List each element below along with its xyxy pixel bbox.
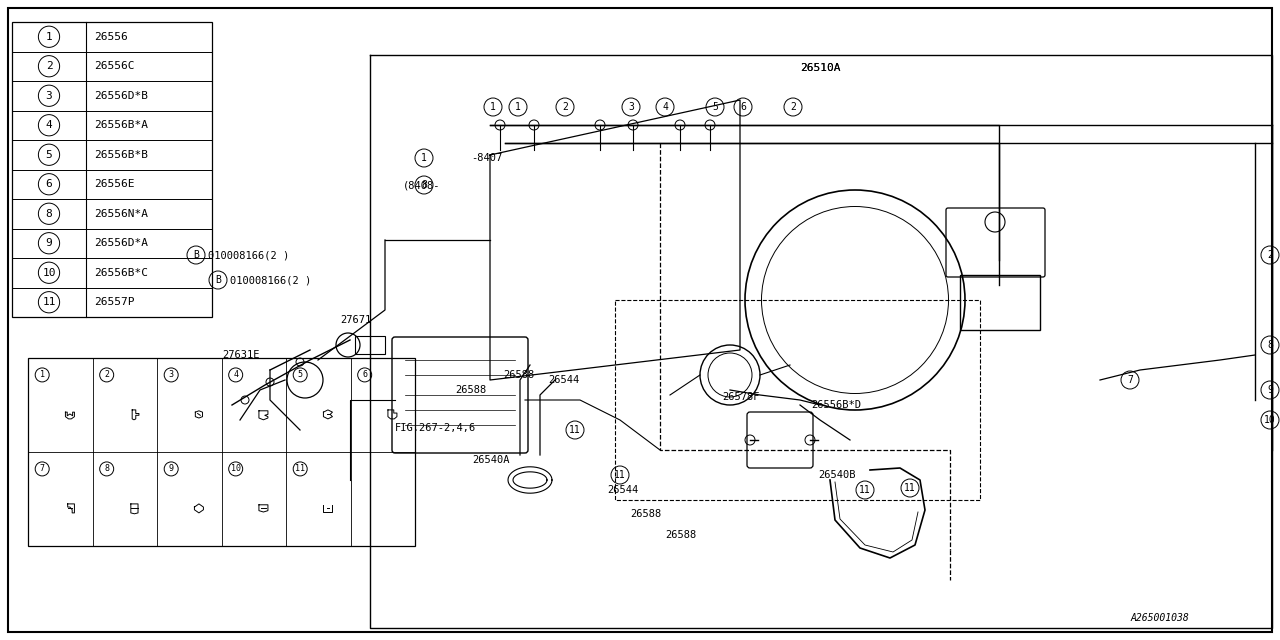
Text: 9: 9	[1267, 385, 1272, 395]
Text: 5: 5	[46, 150, 52, 160]
Text: -8407: -8407	[471, 153, 502, 163]
Text: 5: 5	[298, 371, 302, 380]
Text: 7: 7	[1128, 375, 1133, 385]
Text: 26540B: 26540B	[818, 470, 855, 480]
Text: 26544: 26544	[607, 485, 639, 495]
Text: FIG.267-2,4,6: FIG.267-2,4,6	[396, 423, 476, 433]
Text: 26556B*B: 26556B*B	[93, 150, 148, 160]
Text: 9: 9	[169, 465, 174, 474]
Text: 010008166(2 ): 010008166(2 )	[209, 250, 289, 260]
Text: 010008166(2 ): 010008166(2 )	[230, 275, 311, 285]
Text: 26540A: 26540A	[472, 455, 509, 465]
Text: 1: 1	[40, 371, 45, 380]
Text: 4: 4	[46, 120, 52, 131]
Text: 26556E: 26556E	[93, 179, 134, 189]
Text: 11: 11	[614, 470, 626, 480]
Text: 26556: 26556	[93, 32, 128, 42]
Text: 26588: 26588	[503, 370, 534, 380]
Text: 2: 2	[1267, 250, 1272, 260]
Text: 11: 11	[904, 483, 916, 493]
Text: 26556N*A: 26556N*A	[93, 209, 148, 219]
Text: A265001038: A265001038	[1130, 613, 1189, 623]
Text: 1: 1	[46, 32, 52, 42]
Text: 26556D*A: 26556D*A	[93, 238, 148, 248]
Text: 26557P: 26557P	[93, 297, 134, 307]
Text: 2: 2	[104, 371, 109, 380]
Bar	[355, 336, 385, 354]
Bar	[12, 22, 212, 317]
Text: 26556B*C: 26556B*C	[93, 268, 148, 278]
Text: 6: 6	[362, 371, 367, 380]
Text: 7: 7	[40, 465, 45, 474]
Text: 3: 3	[628, 102, 634, 112]
Text: 1: 1	[421, 153, 428, 163]
Text: 26556B*A: 26556B*A	[93, 120, 148, 131]
Text: 27631E: 27631E	[221, 350, 260, 360]
Text: 8: 8	[1267, 340, 1272, 350]
Text: 11: 11	[296, 465, 305, 474]
Text: 26510A: 26510A	[800, 63, 841, 73]
Text: 26588: 26588	[630, 509, 662, 519]
Text: 26556D*B: 26556D*B	[93, 91, 148, 100]
Text: 11: 11	[570, 425, 581, 435]
Text: 2: 2	[562, 102, 568, 112]
Text: 11: 11	[859, 485, 870, 495]
Text: B: B	[215, 275, 221, 285]
Text: 26578F: 26578F	[722, 392, 759, 402]
Text: 26556B*D: 26556B*D	[812, 400, 861, 410]
Text: 26588: 26588	[666, 530, 696, 540]
Text: 26588: 26588	[454, 385, 486, 395]
Text: 8: 8	[421, 180, 428, 190]
Text: 4: 4	[233, 371, 238, 380]
Text: 1: 1	[515, 102, 521, 112]
Text: 11: 11	[42, 297, 56, 307]
Text: 1: 1	[490, 102, 495, 112]
Text: 10: 10	[1265, 415, 1276, 425]
Text: 27671: 27671	[340, 315, 371, 325]
Text: 8: 8	[46, 209, 52, 219]
Bar	[28, 358, 415, 546]
Text: 2: 2	[46, 61, 52, 71]
Bar	[960, 275, 1039, 330]
Text: 5: 5	[712, 102, 718, 112]
Text: 10: 10	[42, 268, 56, 278]
Text: 10: 10	[230, 465, 241, 474]
Text: 8: 8	[104, 465, 109, 474]
Text: 4: 4	[662, 102, 668, 112]
Text: 6: 6	[46, 179, 52, 189]
Text: 3: 3	[46, 91, 52, 100]
Text: 26544: 26544	[548, 375, 580, 385]
Text: B: B	[193, 250, 198, 260]
Text: 3: 3	[169, 371, 174, 380]
Text: 26556C: 26556C	[93, 61, 134, 71]
Text: 9: 9	[46, 238, 52, 248]
Text: 26510A: 26510A	[800, 63, 841, 73]
Text: 2: 2	[790, 102, 796, 112]
Text: (8408-: (8408-	[403, 180, 440, 190]
Text: 6: 6	[740, 102, 746, 112]
